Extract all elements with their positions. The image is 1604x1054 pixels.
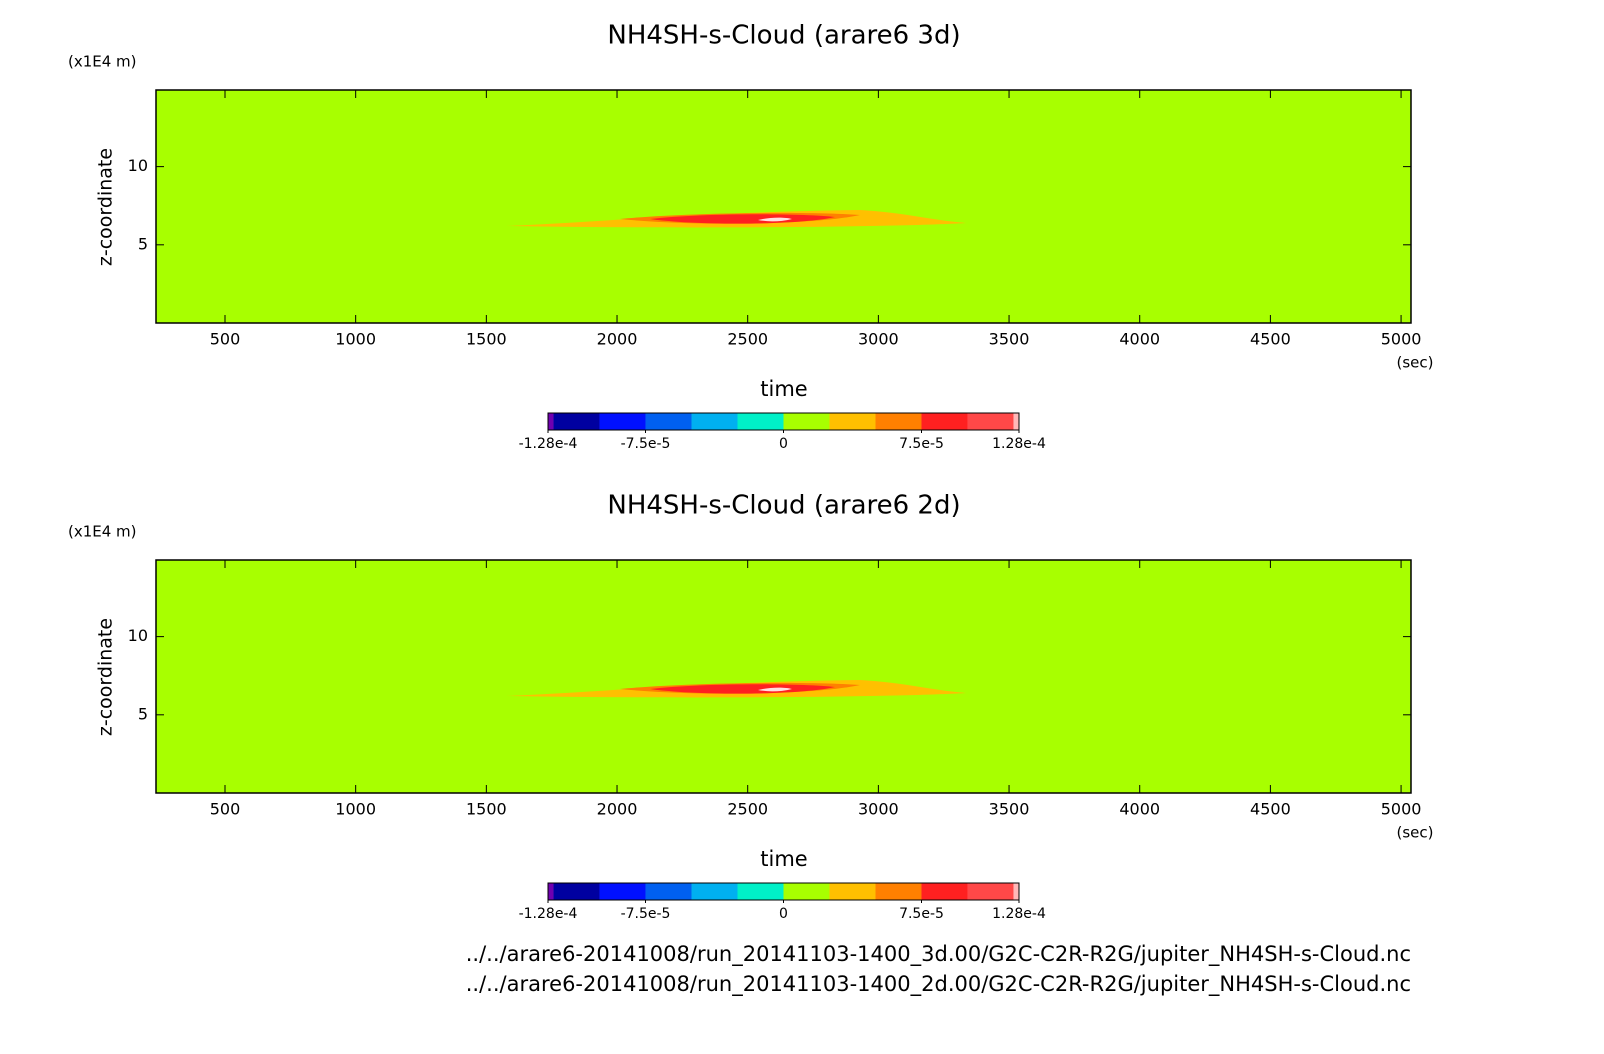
x-tick-label: 2500 (727, 800, 768, 819)
colorbar-tick-label: -1.28e-4 (519, 436, 578, 452)
y-unit: (x1E4 m) (68, 523, 137, 541)
y-tick-label: 5 (138, 704, 148, 723)
y-tick-label: 10 (128, 626, 148, 645)
colorbar-segment (737, 883, 784, 900)
colorbar-segment (783, 883, 830, 900)
x-tick-label: 4000 (1119, 800, 1160, 819)
contour-shapes (507, 210, 966, 228)
plot-frame (155, 89, 1412, 324)
plot-frame (155, 559, 1412, 794)
colorbar-segment (599, 883, 646, 900)
x-tick-label: 4500 (1250, 800, 1291, 819)
chart-title: NH4SH-s-Cloud (arare6 2d) (607, 491, 960, 521)
colorbar-segment (553, 883, 600, 900)
colorbar-segment (1013, 883, 1019, 900)
x-tick-label: 2500 (727, 330, 768, 349)
colorbar-tick-label: 1.28e-4 (992, 906, 1046, 922)
y-tick-label: 5 (138, 234, 148, 253)
colorbar-tick-label: -7.5e-5 (621, 436, 671, 452)
colorbar-tick-label: -7.5e-5 (621, 906, 671, 922)
plot-background (156, 90, 1411, 323)
x-tick-label: 3000 (858, 800, 899, 819)
colorbar-segment (548, 883, 554, 900)
colorbar-segment (783, 413, 830, 430)
colorbar-tick-label: 0 (779, 906, 788, 922)
contour-region (758, 687, 792, 692)
colorbar-segment (829, 413, 876, 430)
contour-region (758, 217, 792, 222)
x-axis-label: time (760, 847, 807, 871)
x-tick-label: 1000 (335, 330, 376, 349)
x-axis-label: time (760, 377, 807, 401)
colorbar-segment (737, 413, 784, 430)
x-tick-label: 3500 (989, 800, 1030, 819)
x-unit: (sec) (1397, 354, 1434, 372)
colorbar-tick-label: -1.28e-4 (519, 906, 578, 922)
x-tick-label: 3500 (989, 330, 1030, 349)
colorbar-tick-label: 7.5e-5 (899, 436, 944, 452)
x-tick-label: 2000 (597, 330, 638, 349)
x-tick-label: 2000 (597, 800, 638, 819)
x-tick-label: 500 (210, 330, 241, 349)
plot-background (156, 560, 1411, 793)
y-axis-label: z-coordinate (95, 618, 117, 736)
colorbar-segment (691, 883, 738, 900)
y-axis-label: z-coordinate (95, 148, 117, 266)
x-unit: (sec) (1397, 824, 1434, 842)
x-tick-label: 1000 (335, 800, 376, 819)
x-tick-label: 1500 (466, 330, 507, 349)
y-tick-label: 10 (128, 156, 148, 175)
colorbar-tick-label: 1.28e-4 (992, 436, 1046, 452)
colorbar-segment (967, 883, 1014, 900)
x-tick-label: 4500 (1250, 330, 1291, 349)
contour-region (650, 684, 835, 694)
x-tick-label: 1500 (466, 800, 507, 819)
footer-line: ../../arare6-20141008/run_20141103-1400_… (466, 972, 1411, 997)
x-tick-label: 5000 (1381, 330, 1422, 349)
colorbar-segment (967, 413, 1014, 430)
contour-region (650, 214, 835, 224)
chart-title: NH4SH-s-Cloud (arare6 3d) (607, 21, 960, 51)
colorbar-segment (921, 883, 968, 900)
colorbar-segment (645, 413, 692, 430)
colorbar-segment (921, 413, 968, 430)
footer-line: ../../arare6-20141008/run_20141103-1400_… (466, 942, 1411, 967)
x-tick-label: 4000 (1119, 330, 1160, 349)
colorbar-segment (875, 883, 922, 900)
y-unit: (x1E4 m) (68, 53, 137, 71)
colorbar-segment (548, 413, 554, 430)
contour-shapes (507, 680, 966, 698)
colorbar-segment (691, 413, 738, 430)
colorbar-segment (875, 413, 922, 430)
colorbar-tick-label: 0 (779, 436, 788, 452)
colorbar-segment (829, 883, 876, 900)
x-tick-label: 5000 (1381, 800, 1422, 819)
colorbar-segment (645, 883, 692, 900)
x-tick-label: 500 (210, 800, 241, 819)
colorbar-segment (599, 413, 646, 430)
colorbar-segment (1013, 413, 1019, 430)
colorbar-segment (553, 413, 600, 430)
x-tick-label: 3000 (858, 330, 899, 349)
colorbar-tick-label: 7.5e-5 (899, 906, 944, 922)
